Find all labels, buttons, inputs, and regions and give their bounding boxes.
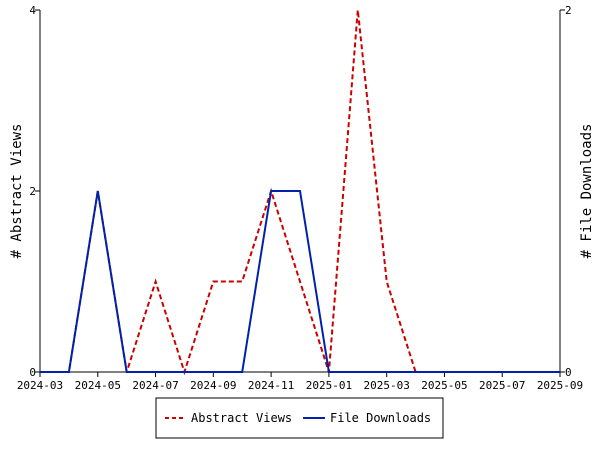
y-axis-right-ticks: 02 [560, 4, 572, 379]
x-tick-label: 2025-07 [479, 379, 525, 392]
series-lines [40, 9, 560, 376]
y-axis-left-ticks: 0 2 4 [29, 4, 40, 379]
legend-box [155, 397, 444, 439]
y-right-tick-label: 2 [565, 4, 572, 17]
x-tick-label: 2024-03 [17, 379, 63, 392]
x-tick-label: 2024-05 [75, 379, 121, 392]
x-tick-label: 2025-03 [363, 379, 409, 392]
y-axis-left-title: # Abstract Views [9, 124, 25, 259]
x-tick-label: 2025-05 [421, 379, 467, 392]
legend: Abstract Views File Downloads [155, 397, 444, 439]
x-tick-label: 2024-09 [190, 379, 236, 392]
x-tick-label: 2024-11 [248, 379, 294, 392]
x-tick-label: 2024-07 [132, 379, 178, 392]
y-left-tick-label: 0 [29, 366, 36, 379]
legend-label-file-downloads: File Downloads [330, 411, 431, 425]
x-axis-ticks: 2024-03 2024-05 2024-07 2024-09 2024-11 2025-… [17, 372, 583, 392]
x-tick-label: 2025-09 [537, 379, 583, 392]
legend-label-abstract-views: Abstract Views [191, 411, 292, 425]
y-right-tick-label: 0 [565, 366, 572, 379]
series-line-file-downloads [40, 190, 560, 373]
y-left-tick-label: 2 [29, 185, 36, 198]
y-left-tick-label: 4 [29, 4, 36, 17]
y-axis-right-title: # File Downloads [579, 124, 595, 259]
x-tick-label: 2025-01 [306, 379, 352, 392]
